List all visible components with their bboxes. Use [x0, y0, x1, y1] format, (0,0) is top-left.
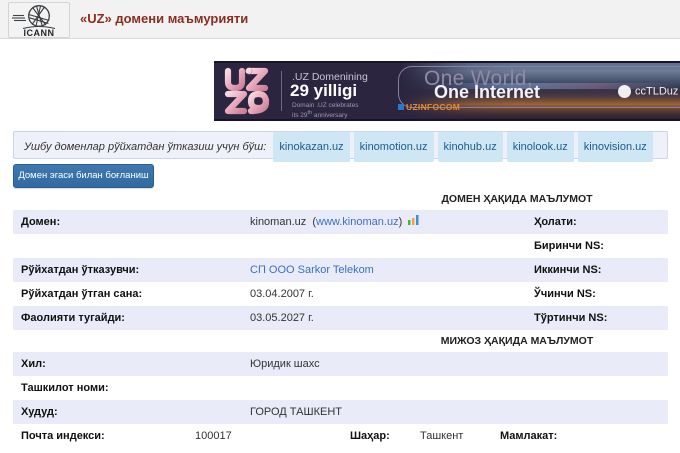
svg-text:ICANN: ICANN — [24, 28, 55, 37]
